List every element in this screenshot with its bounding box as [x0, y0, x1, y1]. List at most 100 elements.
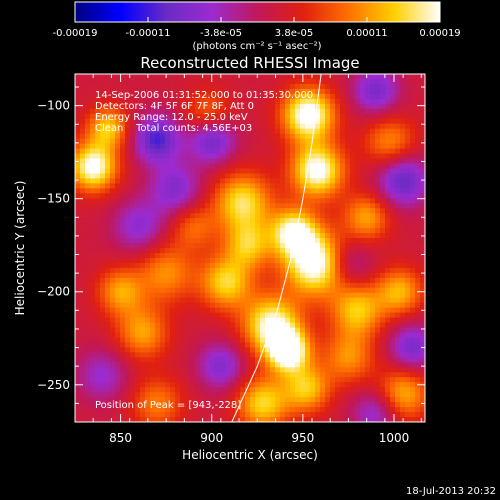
- heatmap-cell: [165, 352, 171, 358]
- heatmap-cell: [340, 173, 346, 179]
- heatmap-cell: [390, 153, 396, 160]
- heatmap-cell: [135, 252, 141, 259]
- heatmap-cell: [230, 377, 236, 383]
- heatmap-cell: [400, 382, 406, 388]
- heatmap-cell: [350, 252, 356, 259]
- heatmap-cell: [400, 327, 406, 334]
- heatmap-cell: [400, 118, 406, 125]
- heatmap-cell: [250, 357, 256, 363]
- heatmap-cell: [315, 267, 321, 274]
- heatmap-cell: [145, 93, 151, 100]
- heatmap-cell: [350, 357, 356, 363]
- heatmap-cell: [140, 113, 146, 120]
- heatmap-cell: [230, 392, 236, 398]
- heatmap-cell: [410, 223, 416, 229]
- heatmap-cell: [350, 93, 356, 100]
- heatmap-cell: [315, 322, 321, 329]
- heatmap-cell: [270, 98, 276, 105]
- heatmap-cell: [205, 397, 211, 403]
- heatmap-cell: [130, 128, 136, 135]
- heatmap-cell: [135, 337, 141, 344]
- heatmap-cell: [190, 287, 196, 294]
- heatmap-cell: [140, 93, 146, 100]
- heatmap-cell: [290, 407, 296, 413]
- heatmap-cell: [410, 352, 416, 358]
- heatmap-cell: [360, 412, 366, 418]
- heatmap-cell: [325, 208, 331, 214]
- heatmap-cell: [315, 238, 321, 244]
- heatmap-cell: [325, 302, 331, 309]
- heatmap-cell: [370, 223, 376, 229]
- heatmap-cell: [400, 337, 406, 344]
- heatmap-cell: [360, 223, 366, 229]
- heatmap-cell: [385, 78, 391, 85]
- heatmap-cell: [420, 282, 425, 289]
- heatmap-cell: [345, 83, 351, 90]
- heatmap-cell: [370, 407, 376, 413]
- heatmap-cell: [125, 307, 131, 314]
- heatmap-cell: [225, 133, 231, 140]
- heatmap-cell: [230, 213, 236, 219]
- heatmap-cell: [345, 287, 351, 294]
- heatmap-cell: [360, 372, 366, 378]
- heatmap-cell: [195, 282, 201, 289]
- heatmap-cell: [215, 312, 221, 319]
- heatmap-cell: [345, 357, 351, 363]
- heatmap-cell: [345, 252, 351, 259]
- heatmap-cell: [355, 133, 361, 140]
- heatmap-cell: [80, 228, 86, 234]
- heatmap-cell: [375, 208, 381, 214]
- heatmap-cell: [380, 173, 386, 179]
- heatmap-cell: [175, 317, 181, 324]
- heatmap-cell: [215, 257, 221, 264]
- heatmap-cell: [80, 417, 86, 422]
- heatmap-cell: [220, 397, 226, 403]
- heatmap-cell: [370, 267, 376, 274]
- heatmap-cell: [195, 243, 201, 249]
- heatmap-cell: [220, 213, 226, 219]
- heatmap-cell: [355, 178, 361, 184]
- heatmap-cell: [175, 173, 181, 179]
- heatmap-cell: [100, 128, 106, 135]
- heatmap-cell: [205, 332, 211, 339]
- heatmap-cell: [235, 392, 241, 398]
- heatmap-cell: [410, 362, 416, 368]
- heatmap-cell: [375, 362, 381, 368]
- heatmap-cell: [195, 173, 201, 179]
- heatmap-cell: [260, 148, 266, 155]
- heatmap-cell: [250, 352, 256, 358]
- heatmap-cell: [375, 78, 381, 85]
- heatmap-cell: [315, 243, 321, 249]
- heatmap-cell: [420, 103, 425, 110]
- heatmap-cell: [105, 317, 111, 324]
- heatmap-cell: [115, 367, 121, 373]
- heatmap-cell: [225, 228, 231, 234]
- heatmap-cell: [180, 203, 186, 209]
- heatmap-cell: [415, 262, 421, 269]
- heatmap-cell: [295, 138, 301, 145]
- heatmap-cell: [250, 118, 256, 125]
- heatmap-cell: [75, 397, 81, 403]
- heatmap-cell: [100, 262, 106, 269]
- heatmap-cell: [200, 118, 206, 125]
- heatmap-cell: [320, 362, 326, 368]
- heatmap-cell: [165, 257, 171, 264]
- heatmap-cell: [395, 322, 401, 329]
- heatmap-cell: [95, 272, 101, 279]
- heatmap-cell: [395, 407, 401, 413]
- heatmap-cell: [245, 173, 251, 179]
- heatmap-cell: [140, 287, 146, 294]
- heatmap-cell: [380, 327, 386, 334]
- y-tick-label: −150: [37, 192, 70, 206]
- heatmap-cell: [355, 193, 361, 199]
- heatmap-cell: [260, 292, 266, 299]
- heatmap-cell: [305, 402, 311, 408]
- heatmap-cell: [280, 83, 286, 90]
- heatmap-cell: [105, 257, 111, 264]
- heatmap-cell: [260, 168, 266, 175]
- heatmap-cell: [115, 297, 121, 304]
- heatmap-cell: [270, 163, 276, 170]
- heatmap-cell: [320, 257, 326, 264]
- heatmap-cell: [285, 372, 291, 378]
- heatmap-cell: [350, 352, 356, 358]
